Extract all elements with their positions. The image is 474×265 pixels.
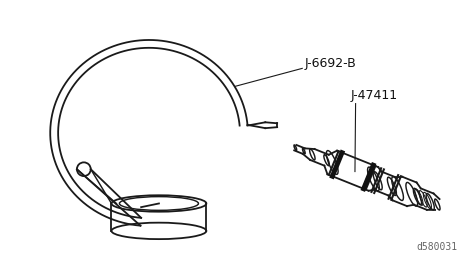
Text: J-6692-B: J-6692-B <box>304 57 356 70</box>
Text: J-47411: J-47411 <box>351 89 398 102</box>
Text: d580031: d580031 <box>416 242 457 253</box>
